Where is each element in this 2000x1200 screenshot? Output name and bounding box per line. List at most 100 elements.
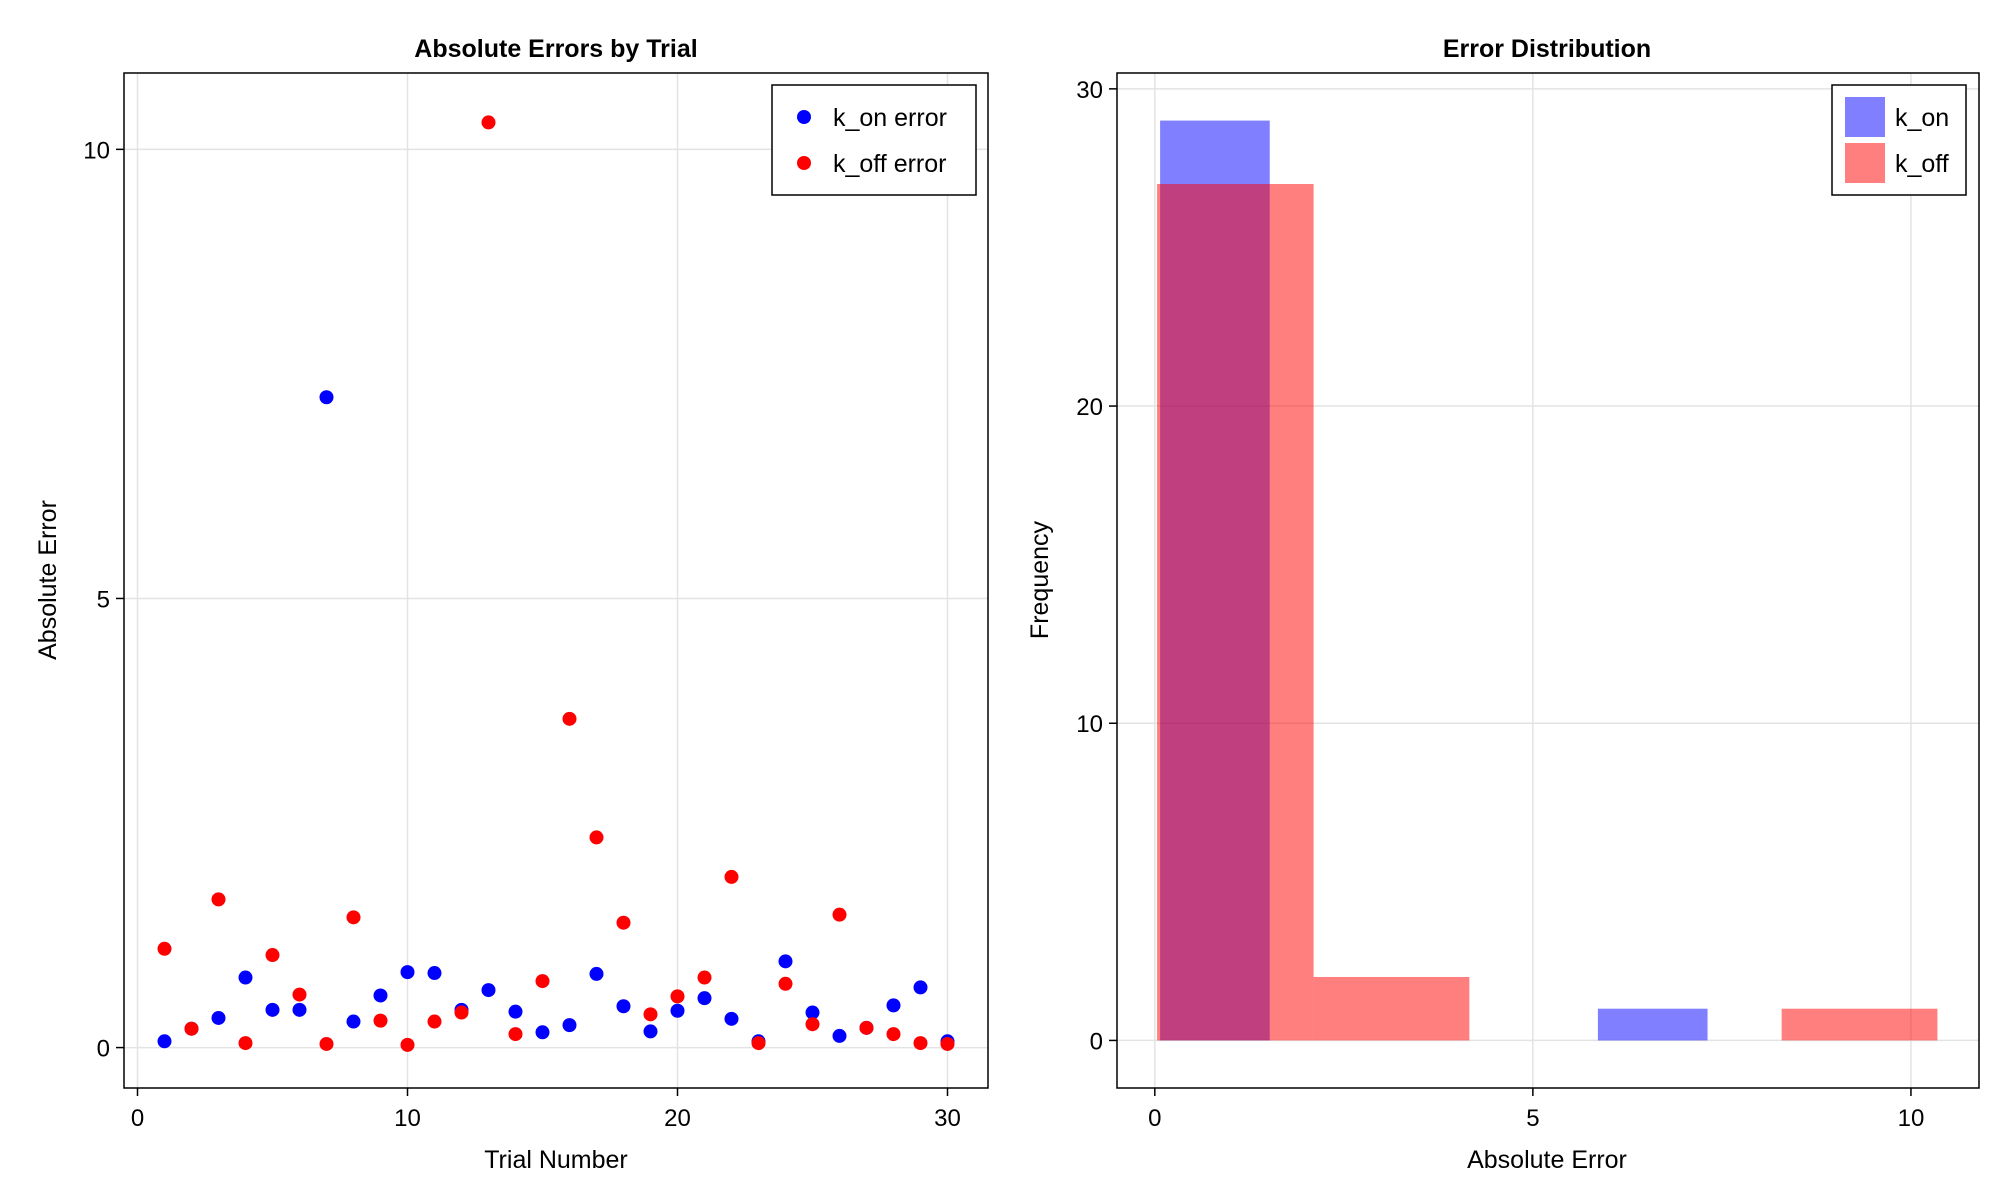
scatter-point-k-off-error [400, 1037, 415, 1052]
scatter-point-k-on-error [238, 970, 253, 985]
scatter-point-k-on-error [805, 1005, 820, 1020]
scatter-point-k-on-error [778, 954, 793, 969]
histogram-bar-k-off [1313, 976, 1470, 1041]
scatter-point-k-on-error [481, 983, 496, 998]
scatter-x-axis-label: Trial Number [484, 1146, 628, 1174]
scatter-point-k-off-error [211, 892, 226, 907]
scatter-point-k-on-error [535, 1025, 550, 1040]
scatter-point-k-on-error [697, 991, 712, 1006]
histogram-panel: Error Distribution Absolute Error Freque… [1026, 35, 1980, 1174]
scatter-point-k-off-error [724, 869, 739, 884]
scatter-legend: k_on error k_off error [771, 84, 977, 196]
scatter-point-k-on-error [886, 998, 901, 1013]
scatter-y-tick-label: 5 [97, 586, 110, 613]
scatter-point-k-off-error [616, 915, 631, 930]
scatter-y-tick-label: 0 [97, 1036, 110, 1063]
scatter-point-k-off-error [697, 970, 712, 985]
scatter-point-k-off-error [859, 1020, 874, 1035]
scatter-legend-marker-k-on [797, 110, 811, 124]
scatter-point-k-off-error [913, 1036, 928, 1051]
histogram-plot-frame [1116, 72, 1980, 1089]
scatter-point-k-on-error [832, 1028, 847, 1043]
histogram-grid [1117, 73, 1979, 1088]
scatter-point-k-on-error [508, 1004, 523, 1019]
histogram-bar-k-off [1781, 1008, 1938, 1041]
scatter-legend-label-k-off: k_off error [833, 150, 946, 178]
histogram-x-axis-label: Absolute Error [1467, 1146, 1627, 1174]
scatter-point-k-on-error [400, 965, 415, 980]
histogram-legend-label-k-on: k_on [1895, 104, 1949, 132]
scatter-point-k-off-error [805, 1017, 820, 1032]
scatter-x-tick-label: 10 [394, 1105, 421, 1132]
scatter-point-k-on-error [157, 1034, 172, 1049]
scatter-legend-marker-k-off [797, 156, 811, 170]
scatter-point-k-on-error [319, 390, 334, 405]
scatter-point-k-off-error [157, 941, 172, 956]
scatter-point-k-off-error [670, 989, 685, 1004]
scatter-x-tick-label: 20 [664, 1105, 691, 1132]
scatter-point-k-on-error [346, 1014, 361, 1029]
scatter-y-axis-label: Absolute Error [34, 500, 62, 660]
histogram-y-tick-label: 10 [1076, 711, 1103, 738]
scatter-point-k-off-error [940, 1036, 955, 1051]
scatter-point-k-on-error [562, 1018, 577, 1033]
scatter-ticks: 0 10 20 30 0 5 10 [83, 137, 961, 1132]
scatter-point-k-on-error [724, 1011, 739, 1026]
histogram-title: Error Distribution [1443, 35, 1651, 63]
scatter-point-k-on-error [211, 1010, 226, 1025]
histogram-bar-k-on [1597, 1008, 1708, 1041]
scatter-point-k-on-error [265, 1002, 280, 1017]
scatter-point-k-on-error [589, 966, 604, 981]
scatter-point-k-on-error [616, 999, 631, 1014]
scatter-point-k-off-error [184, 1021, 199, 1036]
scatter-x-tick-label: 30 [934, 1105, 961, 1132]
histogram-y-tick-label: 0 [1090, 1028, 1103, 1055]
histogram-y-tick-label: 30 [1076, 77, 1103, 104]
scatter-point-k-on-error [427, 966, 442, 981]
histogram-legend-swatch-k-off [1845, 143, 1885, 183]
scatter-point-k-on-error [670, 1003, 685, 1018]
scatter-point-k-off-error [427, 1014, 442, 1029]
histogram-x-tick-label: 0 [1148, 1105, 1161, 1132]
histogram-y-tick-label: 20 [1076, 394, 1103, 421]
scatter-point-k-on-error [373, 988, 388, 1003]
scatter-point-k-off-error [886, 1027, 901, 1042]
scatter-plot-frame [123, 72, 989, 1089]
histogram-x-tick-label: 5 [1526, 1105, 1539, 1132]
histogram-y-axis-label: Frequency [1026, 520, 1054, 639]
scatter-point-k-off-error [238, 1036, 253, 1051]
scatter-point-k-off-error [481, 115, 496, 130]
scatter-point-k-on-error [292, 1002, 307, 1017]
scatter-point-k-off-error [346, 910, 361, 925]
scatter-point-k-off-error [535, 974, 550, 989]
scatter-title: Absolute Errors by Trial [414, 35, 697, 63]
scatter-point-k-off-error [562, 711, 577, 726]
scatter-x-tick-label: 0 [131, 1105, 144, 1132]
scatter-grid [124, 73, 988, 1088]
histogram-bars [1157, 120, 1938, 1041]
scatter-point-k-off-error [643, 1007, 658, 1022]
scatter-y-tick-label: 10 [83, 137, 110, 164]
scatter-point-k-off-error [454, 1005, 469, 1020]
scatter-panel: Absolute Errors by Trial Trial Number Ab… [34, 35, 989, 1174]
scatter-point-k-off-error [589, 830, 604, 845]
scatter-points [157, 115, 955, 1052]
histogram-legend-label-k-off: k_off [1895, 150, 1949, 178]
scatter-point-k-off-error [751, 1036, 766, 1051]
scatter-point-k-on-error [643, 1024, 658, 1039]
scatter-point-k-off-error [292, 987, 307, 1002]
scatter-point-k-off-error [373, 1013, 388, 1028]
scatter-point-k-off-error [265, 948, 280, 963]
histogram-legend-swatch-k-on [1845, 97, 1885, 137]
histogram-legend: k_on k_off [1831, 84, 1967, 196]
scatter-legend-box [771, 84, 977, 196]
scatter-point-k-off-error [319, 1036, 334, 1051]
histogram-x-tick-label: 10 [1898, 1105, 1925, 1132]
scatter-point-k-off-error [778, 976, 793, 991]
scatter-point-k-off-error [832, 907, 847, 922]
scatter-legend-label-k-on: k_on error [833, 104, 947, 132]
histogram-ticks: 0 5 10 0 10 20 30 [1076, 77, 1924, 1132]
scatter-point-k-off-error [508, 1027, 523, 1042]
scatter-point-k-on-error [913, 980, 928, 995]
